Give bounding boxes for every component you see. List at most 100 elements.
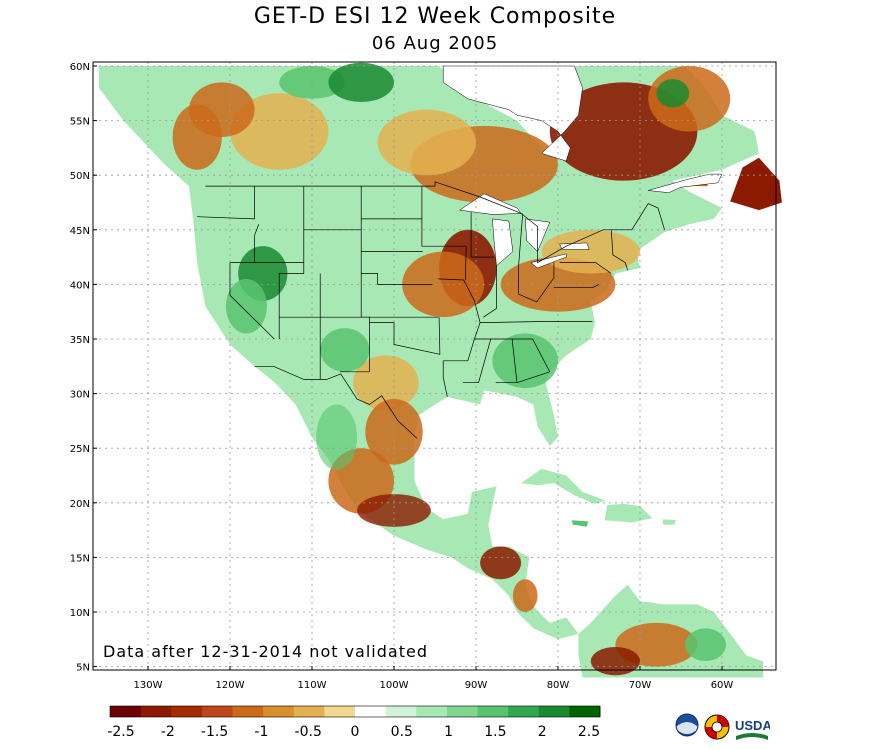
colorbar-label: -1.5: [201, 724, 228, 740]
colorbar-frame: [109, 705, 601, 718]
honduras-dry-patch: [480, 546, 522, 580]
state-line-tx-la: [442, 360, 448, 397]
lat-tick-label: 60N: [70, 62, 90, 73]
colorbar-label: 0: [351, 724, 360, 740]
nicaragua-dry-patch: [512, 579, 538, 612]
gulf-st-lawrence: [648, 173, 723, 193]
state-line-al: [490, 338, 518, 384]
colorbar-label: -0.5: [295, 724, 322, 740]
land-layer: [98, 62, 782, 678]
colorbar-label: 1.5: [484, 724, 506, 740]
state-line-mi: [518, 213, 524, 266]
lon-tick-label: 100W: [380, 680, 409, 691]
labrador-wet-patch: [656, 79, 690, 108]
lat-tick-label: 20N: [70, 499, 90, 510]
svg-text:USDA: USDA: [735, 718, 770, 733]
umd-logo: [704, 714, 730, 740]
colorbar-label: -2: [161, 724, 175, 740]
lon-ticks: 130W 120W 110W 100W 90W 80W 70W 60W: [134, 666, 734, 691]
lon-tick-label: 60W: [711, 680, 734, 691]
colorbar-label: 1: [444, 724, 453, 740]
colorbar-segment: [171, 706, 203, 717]
lat-tick-label: 10N: [70, 608, 90, 619]
map-date: 06 Aug 2005: [371, 33, 499, 54]
colorbar-label: -2.5: [107, 724, 134, 740]
colorbar-segment: [263, 706, 295, 717]
guyana-wet-patch: [685, 628, 727, 662]
lat-ticks: 60N 55N 50N 45N 40N 35N 30N 25N 20N 15N 10N 5N: [70, 62, 97, 674]
state-line-or-wa: [197, 186, 255, 220]
lat-tick-label: 55N: [70, 117, 90, 128]
colorbar-label: -1: [254, 724, 268, 740]
lake-superior: [458, 193, 522, 215]
colorbar-segment: [324, 706, 356, 717]
lat-tick-label: 40N: [70, 280, 90, 291]
state-line-mason-dixon: [553, 284, 600, 289]
lat-tick-label: 5N: [76, 663, 90, 674]
manitoba-mild-dry-patch: [377, 109, 476, 176]
state-line-id-or: [254, 224, 260, 263]
validation-note: Data after 12-31-2014 not validated: [103, 642, 428, 661]
lon-tick-label: 70W: [629, 680, 652, 691]
colorbar-segment: [416, 706, 448, 717]
puerto-rico-land: [663, 519, 677, 525]
usda-logo: USDA: [735, 718, 770, 740]
state-line-new-england: [610, 229, 629, 271]
hudson-bay: [442, 65, 583, 162]
sierra-madre-wet-patch: [316, 404, 358, 471]
newfoundland-land: [730, 157, 782, 211]
state-line-ok: [369, 317, 441, 355]
jamaica-land: [571, 520, 589, 527]
colorbar-segment: [569, 706, 601, 717]
missouri-dry-patch: [402, 251, 485, 318]
new-mexico-wet-patch: [320, 328, 370, 372]
lat-tick-label: 25N: [70, 444, 90, 455]
north-wet-patch: [279, 66, 345, 99]
lon-tick-label: 110W: [298, 680, 327, 691]
colorbar-segment: [140, 706, 172, 717]
state-borders: [197, 181, 665, 439]
map-frame: [92, 61, 777, 671]
colorbar-segment: [110, 706, 142, 717]
state-line-36n: [480, 321, 593, 323]
colorbar-segment: [385, 706, 417, 717]
lat-tick-label: 15N: [70, 553, 90, 564]
colorbar: -2.5 -2 -1.5 -1 -0.5 0 0.5 1 1.5 2 2.5: [107, 705, 601, 740]
state-line-ne: [361, 273, 433, 285]
lat-tick-label: 30N: [70, 390, 90, 401]
us-canada-border: [205, 181, 665, 264]
colorbar-label: 2: [538, 724, 547, 740]
state-line-ny-pa: [559, 262, 612, 274]
lat-tick-label: 50N: [70, 171, 90, 182]
state-line-ga: [512, 338, 551, 384]
south-mexico-dry-patch: [357, 494, 431, 527]
lake-michigan: [492, 218, 514, 267]
lon-tick-label: 90W: [465, 680, 488, 691]
colorbar-segment: [446, 706, 478, 717]
state-line-il-in: [483, 265, 497, 318]
colorbar-segment: [293, 706, 325, 717]
noaa-logo: [675, 713, 699, 737]
lake-erie: [530, 253, 567, 269]
map-title: GET-D ESI 12 Week Composite: [253, 4, 617, 29]
lat-tick-label: 35N: [70, 335, 90, 346]
lon-tick-label: 120W: [216, 680, 245, 691]
ne-mexico-dry-patch: [365, 399, 423, 465]
bc-coast-dry-patch: [172, 104, 222, 170]
sask-wet-patch: [328, 62, 395, 103]
us-mexico-border: [254, 365, 418, 439]
hispaniola-land: [604, 503, 653, 523]
colorbar-segment: [201, 706, 233, 717]
colorbar-segment: [232, 706, 264, 717]
state-line-oh: [518, 262, 555, 303]
colorbar-label: 2.5: [578, 724, 600, 740]
lon-tick-label: 80W: [547, 680, 570, 691]
colorbar-segment: [355, 706, 387, 717]
colorbar-segment: [508, 706, 540, 717]
state-line-ca-nv: [229, 262, 275, 340]
nevada-wet-patch: [225, 278, 267, 334]
alberta-mild-dry-patch: [230, 93, 329, 170]
cuba-land: [521, 468, 606, 504]
state-line-mn: [421, 186, 467, 247]
